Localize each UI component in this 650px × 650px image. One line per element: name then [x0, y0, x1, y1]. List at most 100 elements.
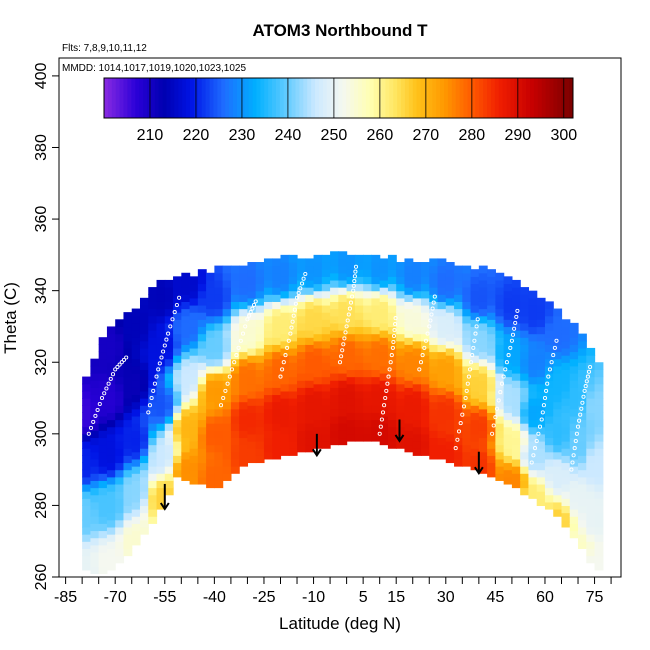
heat-cell — [387, 347, 397, 356]
heat-cell — [239, 444, 249, 453]
heat-cell — [462, 408, 472, 417]
heat-cell — [206, 437, 215, 446]
heat-cell — [148, 351, 158, 360]
heat-cell — [297, 358, 306, 367]
heat-cell — [354, 333, 364, 342]
flight-track-point — [584, 379, 589, 384]
heat-cell — [586, 390, 596, 399]
heat-cell — [578, 440, 587, 449]
heat-cell — [106, 362, 116, 370]
heat-cell — [586, 383, 596, 392]
heat-cell — [222, 308, 232, 317]
heat-cell — [197, 469, 207, 478]
heat-cell — [454, 308, 463, 317]
heat-cell — [148, 394, 158, 403]
heat-cell — [272, 394, 282, 403]
heat-cell — [379, 430, 389, 439]
heat-cell — [544, 308, 554, 317]
colorbar — [103, 77, 574, 119]
heat-cell — [412, 347, 422, 356]
colorbar-segment — [127, 78, 132, 118]
heat-cell — [239, 265, 249, 274]
heat-cell — [429, 408, 439, 417]
heat-cell — [222, 294, 232, 302]
heat-cell — [90, 387, 100, 396]
heat-cell — [420, 355, 430, 363]
heat-cell — [189, 383, 199, 392]
heat-cell — [181, 315, 191, 324]
heat-cell — [214, 301, 224, 310]
flight-track-point — [428, 318, 433, 323]
heat-cell — [90, 380, 100, 388]
heat-cell — [255, 340, 265, 349]
heat-cell — [106, 462, 116, 471]
heat-cell — [569, 387, 579, 396]
heat-cell — [511, 387, 521, 396]
heat-cell — [98, 344, 108, 353]
heat-cell — [272, 265, 282, 274]
heat-cell — [90, 487, 100, 496]
colorbar-tick-label: 300 — [550, 127, 577, 144]
heat-cell — [239, 423, 249, 431]
colorbar-segment — [119, 78, 125, 118]
flight-track-point — [578, 412, 583, 417]
heat-cell — [197, 398, 207, 406]
heat-cell — [371, 405, 381, 413]
heat-cell — [363, 412, 372, 421]
heat-cell — [222, 272, 232, 281]
heat-cell — [586, 512, 596, 521]
heat-cell — [544, 344, 554, 353]
heat-cell — [214, 437, 224, 446]
heat-cell — [495, 423, 505, 431]
flight-tracks — [86, 264, 593, 472]
heat-cell — [561, 383, 571, 392]
heat-cell — [578, 455, 587, 464]
heat-cell — [90, 458, 100, 467]
heat-cell — [503, 412, 513, 421]
heat-cell — [578, 519, 587, 528]
heat-cell — [214, 444, 224, 453]
heat-cell — [511, 322, 521, 331]
heat-cell — [445, 262, 455, 270]
heat-cell — [511, 451, 521, 460]
heat-cell — [90, 423, 100, 431]
heat-cell — [387, 254, 397, 263]
colorbar-segment — [135, 78, 140, 118]
heat-cell — [528, 362, 538, 370]
heat-cell — [173, 455, 182, 464]
heat-cell — [173, 355, 182, 363]
heat-cell — [230, 444, 240, 453]
heat-cell — [82, 548, 91, 557]
colorbar-tick-label: 260 — [367, 127, 394, 144]
heat-cell — [511, 415, 521, 424]
heat-cell — [313, 390, 323, 399]
heat-cell — [164, 344, 174, 353]
heat-cell — [106, 333, 116, 342]
heat-cell — [404, 423, 414, 431]
flight-track-point — [278, 374, 283, 379]
heat-cell — [189, 355, 199, 363]
heat-cell — [363, 290, 372, 299]
colorbar-segment — [381, 78, 386, 118]
colorbar-segment — [397, 78, 402, 118]
heat-cell — [255, 369, 265, 378]
heat-cell — [536, 433, 546, 442]
heat-cell — [379, 287, 389, 295]
heat-cell — [280, 269, 290, 277]
heat-cell — [346, 398, 356, 406]
heat-cell — [511, 394, 521, 403]
heat-cell — [123, 462, 133, 471]
heat-cell — [528, 483, 538, 492]
heat-cell — [503, 376, 513, 385]
colorbar-segment — [553, 78, 558, 118]
heat-cell — [462, 337, 472, 345]
heat-cell — [511, 344, 521, 353]
heat-cell — [594, 476, 604, 485]
x-tick-label: 75 — [586, 589, 604, 606]
heat-cell — [173, 347, 182, 356]
heat-cell — [156, 473, 166, 481]
heat-cell — [396, 383, 406, 392]
heat-cell — [354, 312, 364, 320]
heat-cell — [487, 297, 496, 306]
heat-cell — [445, 433, 455, 442]
